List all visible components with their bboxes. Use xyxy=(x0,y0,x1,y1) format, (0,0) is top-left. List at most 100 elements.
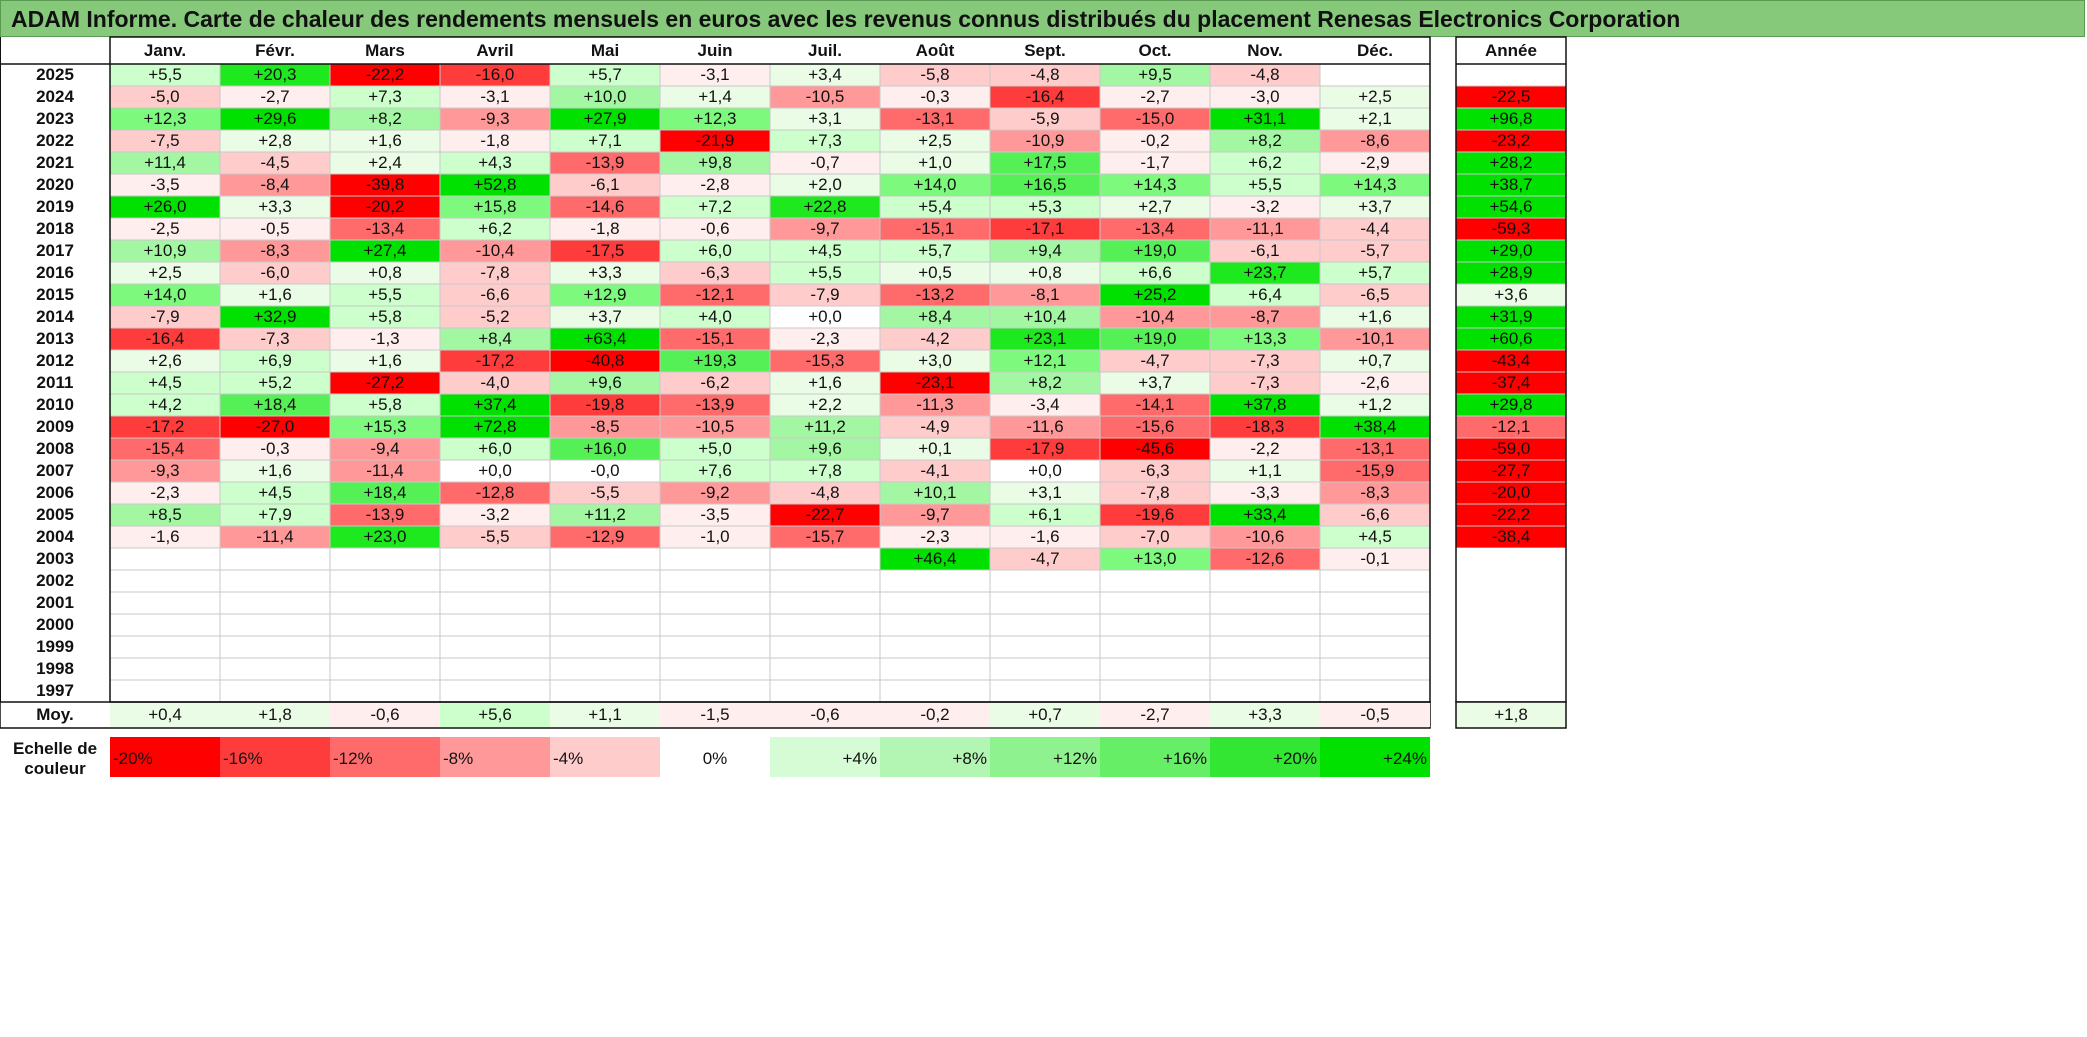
annual-value: +29,0 xyxy=(1489,241,1532,260)
cell-value: -7,8 xyxy=(480,263,509,282)
cell-value: -13,2 xyxy=(916,285,955,304)
cell-value: -10,1 xyxy=(1356,329,1395,348)
year-label-1999: 1999 xyxy=(36,637,74,656)
scale-step-label: +16% xyxy=(1163,749,1207,768)
cell-value: +0,8 xyxy=(368,263,402,282)
cell-value: +5,5 xyxy=(368,285,402,304)
cell-value: -19,8 xyxy=(586,395,625,414)
cell-value: +10,0 xyxy=(583,87,626,106)
cell-value: -12,1 xyxy=(696,285,735,304)
heatmap-cell xyxy=(329,635,441,659)
cell-value: +37,8 xyxy=(1243,395,1286,414)
cell-value: -0,2 xyxy=(1140,131,1169,150)
average-value: -0,6 xyxy=(370,705,399,724)
year-label-2005: 2005 xyxy=(36,505,74,524)
heatmap-cell xyxy=(879,657,991,681)
cell-value: -0,1 xyxy=(1360,549,1389,568)
cell-value: -13,1 xyxy=(916,109,955,128)
heatmap-cell xyxy=(329,547,441,571)
annual-value: -43,4 xyxy=(1492,351,1531,370)
heatmap-cell xyxy=(1319,679,1431,703)
cell-value: -18,3 xyxy=(1246,417,1285,436)
annual-value: +54,6 xyxy=(1489,197,1532,216)
cell-value: +72,8 xyxy=(473,417,516,436)
cell-value: +5,7 xyxy=(588,65,622,84)
cell-value: -11,3 xyxy=(916,395,954,414)
cell-value: -3,5 xyxy=(700,505,729,524)
cell-value: -2,9 xyxy=(1360,153,1389,172)
cell-value: -2,5 xyxy=(150,219,179,238)
month-header-6: Juin xyxy=(698,41,733,60)
cell-value: +0,8 xyxy=(1028,263,1062,282)
heatmap-cell xyxy=(439,635,551,659)
average-value: -0,2 xyxy=(920,705,949,724)
annual-value: -37,4 xyxy=(1492,373,1531,392)
annual-value: -22,2 xyxy=(1492,505,1531,524)
cell-value: -17,2 xyxy=(476,351,515,370)
heatmap-cell xyxy=(329,679,441,703)
average-value: -1,5 xyxy=(700,705,729,724)
cell-value: -2,7 xyxy=(260,87,289,106)
scale-swatch xyxy=(1210,737,1320,777)
scale-step-label: +24% xyxy=(1383,749,1427,768)
cell-value: +1,6 xyxy=(368,351,402,370)
average-value: +1,1 xyxy=(588,705,622,724)
annual-value: +31,9 xyxy=(1489,307,1532,326)
cell-value: +5,7 xyxy=(1358,263,1392,282)
scale-step-label: -12% xyxy=(333,749,373,768)
cell-value: -7,9 xyxy=(150,307,179,326)
cell-value: +3,3 xyxy=(258,197,292,216)
scale-step-label: 0% xyxy=(703,749,728,768)
year-label-2010: 2010 xyxy=(36,395,74,414)
year-label-2001: 2001 xyxy=(36,593,74,612)
cell-value: +1,6 xyxy=(808,373,842,392)
cell-value: -15,1 xyxy=(916,219,955,238)
cell-value: -2,7 xyxy=(1140,87,1169,106)
annual-value: +60,6 xyxy=(1489,329,1532,348)
cell-value: +2,5 xyxy=(148,263,182,282)
scale-swatch xyxy=(440,737,550,777)
year-label-2012: 2012 xyxy=(36,351,74,370)
month-header-12: Déc. xyxy=(1357,41,1393,60)
cell-value: +7,3 xyxy=(808,131,842,150)
cell-value: +13,0 xyxy=(1133,549,1176,568)
average-cell xyxy=(330,703,440,727)
heatmap-cell xyxy=(109,679,221,703)
cell-value: +4,5 xyxy=(258,483,292,502)
heatmap-cell xyxy=(329,657,441,681)
cell-value: +4,3 xyxy=(478,153,512,172)
cell-value: -6,1 xyxy=(1250,241,1279,260)
cell-value: +9,4 xyxy=(1028,241,1062,260)
average-cell xyxy=(440,703,550,727)
annual-value: -23,2 xyxy=(1492,131,1531,150)
annual-value: -27,7 xyxy=(1492,461,1531,480)
cell-value: -14,1 xyxy=(1136,395,1175,414)
annual-value: +96,8 xyxy=(1489,109,1532,128)
average-cell xyxy=(1320,703,1430,727)
cell-value: -5,2 xyxy=(480,307,509,326)
cell-value: -4,7 xyxy=(1140,351,1169,370)
cell-value: -1,6 xyxy=(150,527,179,546)
cell-value: +14,3 xyxy=(1353,175,1396,194)
cell-value: -13,9 xyxy=(696,395,735,414)
cell-value: +3,4 xyxy=(808,65,842,84)
cell-value: +2,5 xyxy=(1358,87,1392,106)
cell-value: +1,6 xyxy=(368,131,402,150)
average-cell xyxy=(660,703,770,727)
heatmap-cell xyxy=(1319,63,1431,87)
cell-value: +10,9 xyxy=(143,241,186,260)
year-label-2013: 2013 xyxy=(36,329,74,348)
cell-value: +1,2 xyxy=(1358,395,1392,414)
year-label-2022: 2022 xyxy=(36,131,74,150)
scale-step-label: -4% xyxy=(553,749,583,768)
average-value: +5,6 xyxy=(478,705,512,724)
heatmap-cell xyxy=(329,591,441,615)
cell-value: +23,7 xyxy=(1243,263,1286,282)
cell-value: -1,6 xyxy=(1030,527,1059,546)
cell-value: -13,9 xyxy=(586,153,625,172)
cell-value: +0,1 xyxy=(918,439,952,458)
cell-value: -0,3 xyxy=(920,87,949,106)
cell-value: +1,4 xyxy=(698,87,732,106)
heatmap-cell xyxy=(329,569,441,593)
cell-value: -10,5 xyxy=(806,87,845,106)
